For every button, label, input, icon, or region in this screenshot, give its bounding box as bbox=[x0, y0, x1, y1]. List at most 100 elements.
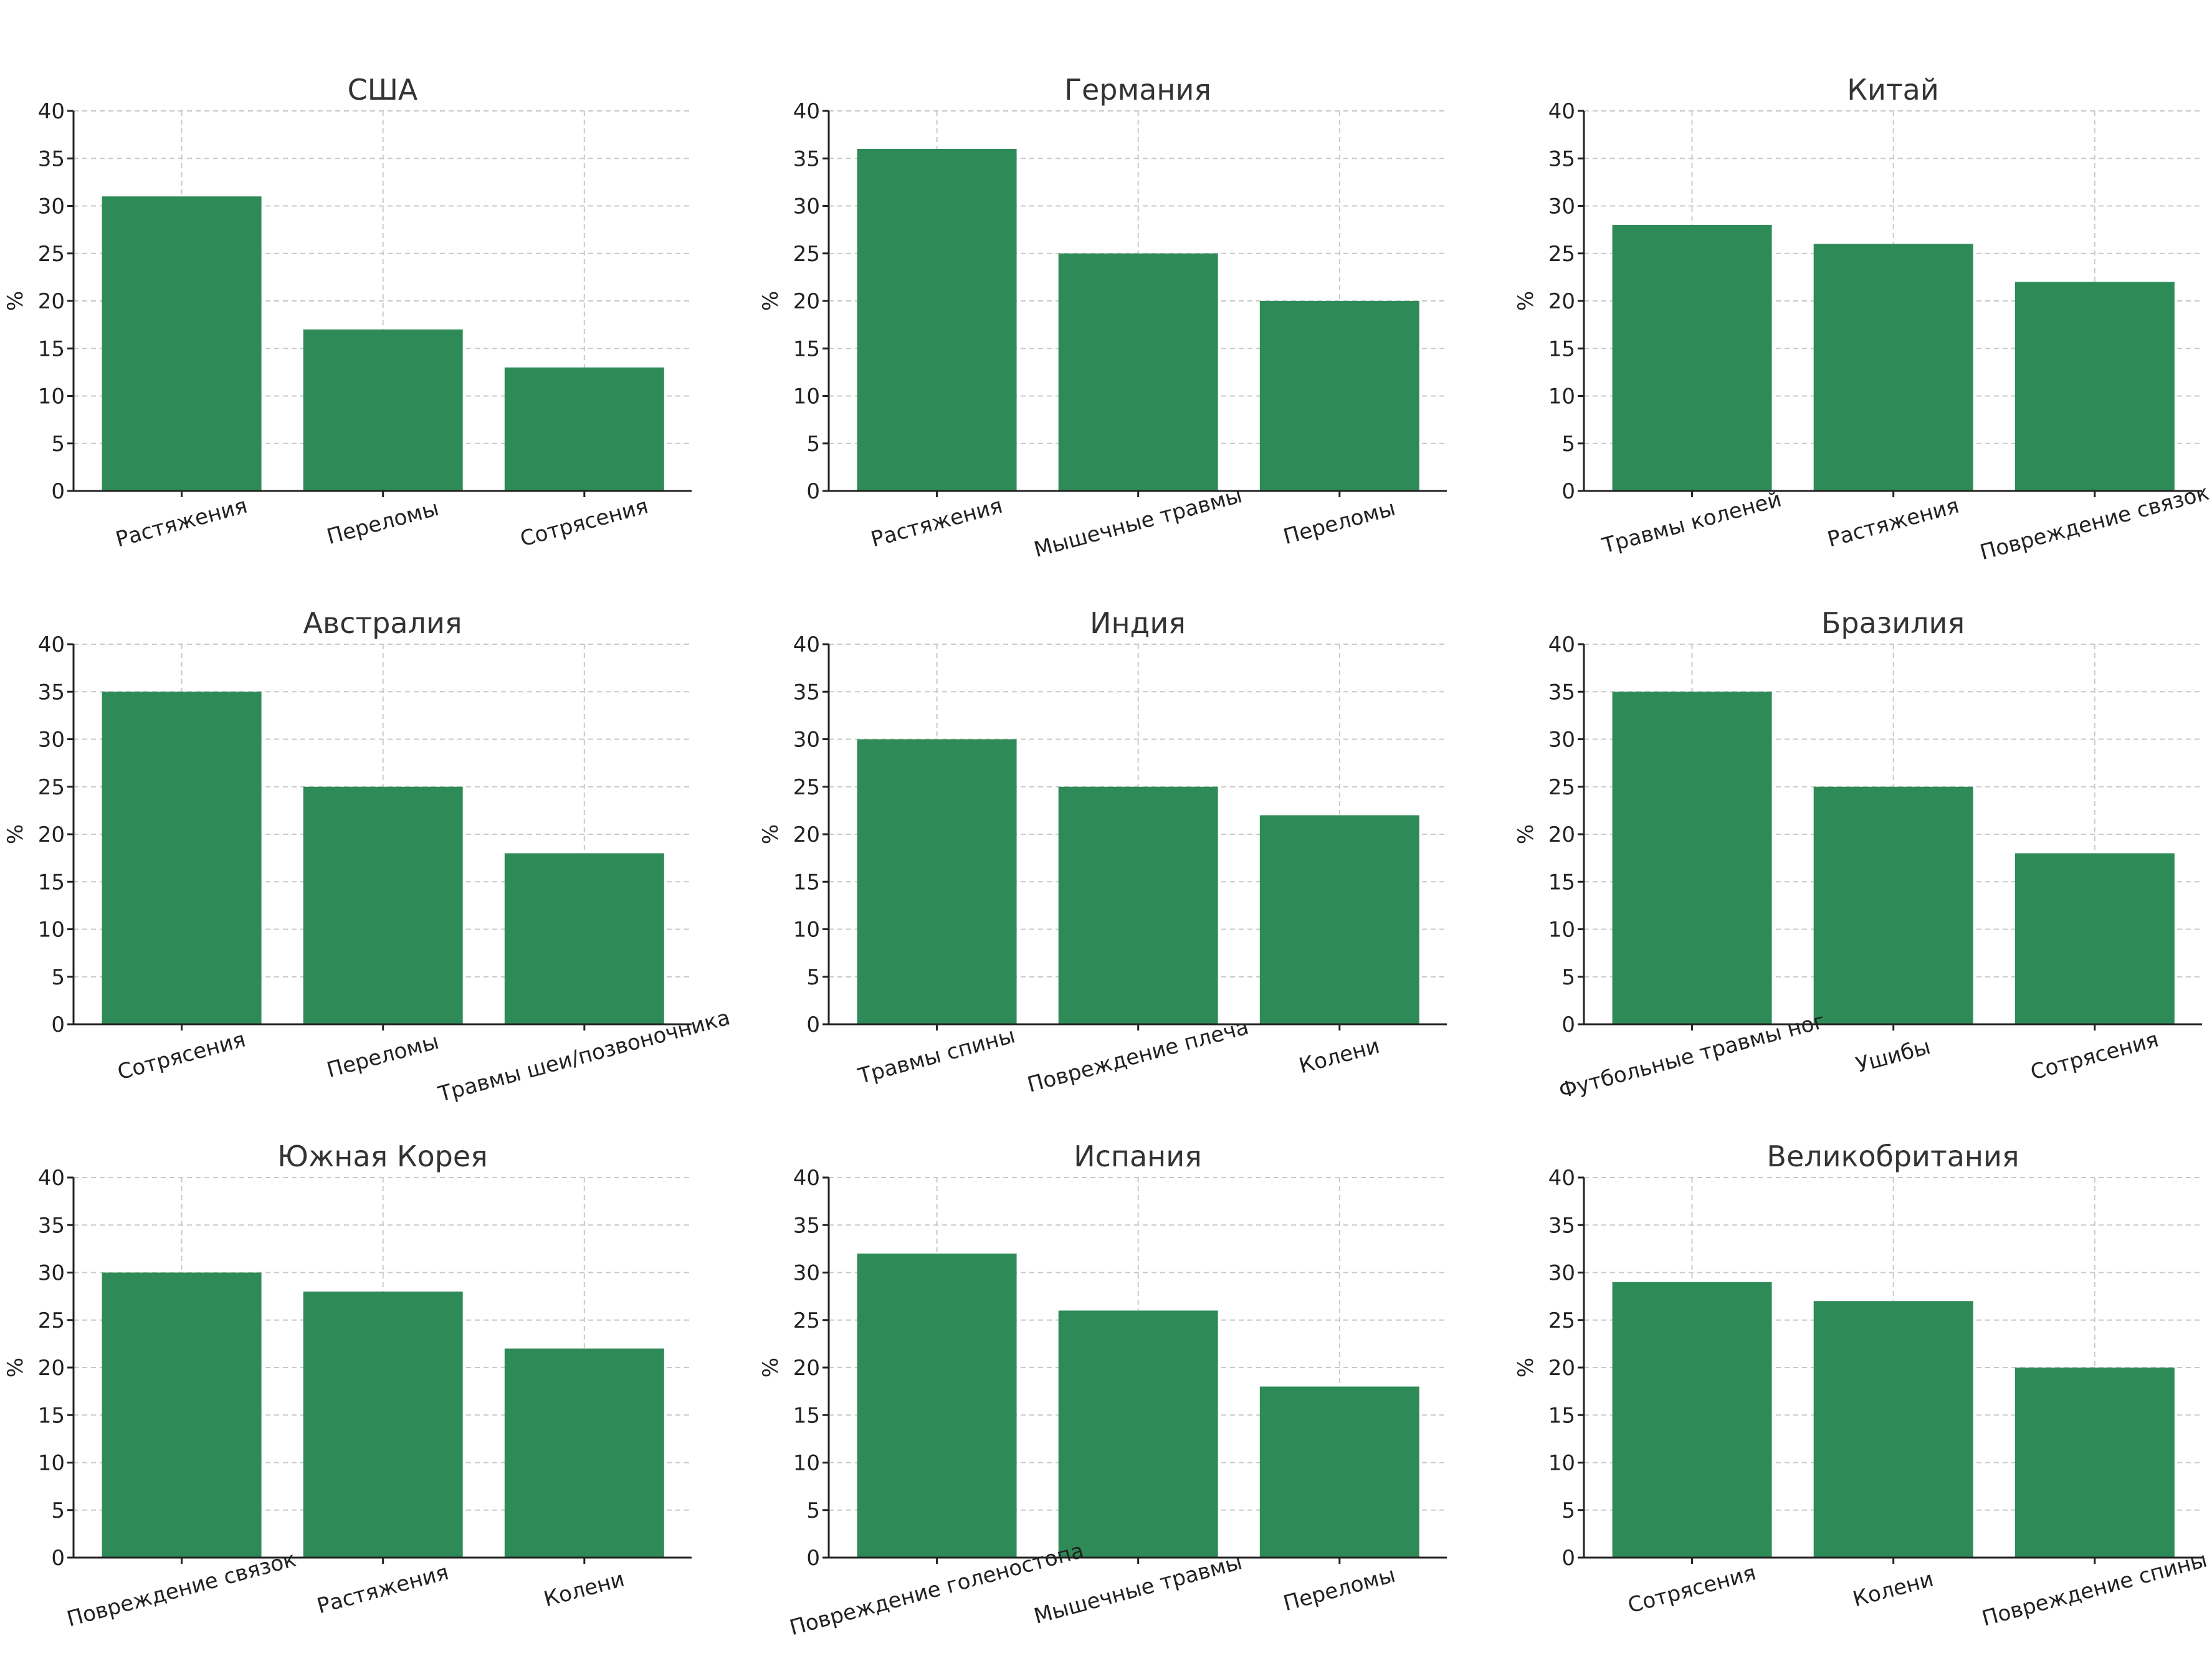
y-tick-label: 40 bbox=[793, 632, 820, 657]
x-tick-label: Переломы bbox=[1281, 1563, 1398, 1616]
y-tick-label: 25 bbox=[1548, 1308, 1575, 1333]
y-tick-label: 25 bbox=[38, 775, 65, 800]
y-tick-label: 10 bbox=[793, 384, 820, 409]
y-tick-label: 5 bbox=[51, 1498, 65, 1523]
x-tick-label: Сотрясения bbox=[2028, 1027, 2162, 1085]
y-tick-label: 35 bbox=[38, 680, 65, 705]
y-tick-label: 0 bbox=[1561, 479, 1575, 504]
y-axis-label: % bbox=[758, 1358, 783, 1378]
y-tick-label: 35 bbox=[793, 680, 820, 705]
y-tick-label: 30 bbox=[793, 1261, 820, 1286]
y-tick-label: 5 bbox=[1561, 432, 1575, 457]
y-axis-label: % bbox=[1514, 1358, 1538, 1378]
bar bbox=[2014, 282, 2175, 491]
y-tick-label: 35 bbox=[1548, 146, 1575, 171]
bar bbox=[2014, 1368, 2175, 1558]
y-tick-label: 25 bbox=[1548, 775, 1575, 800]
y-tick-label: 25 bbox=[793, 242, 820, 267]
y-tick-label: 20 bbox=[793, 289, 820, 314]
y-tick-label: 0 bbox=[806, 1012, 820, 1037]
bar bbox=[1612, 692, 1772, 1024]
y-axis-label: % bbox=[1514, 291, 1538, 311]
y-tick-label: 10 bbox=[38, 1451, 65, 1476]
bar bbox=[857, 149, 1017, 491]
bar bbox=[1612, 1282, 1772, 1558]
y-tick-label: 20 bbox=[1548, 822, 1575, 847]
y-tick-label: 15 bbox=[38, 336, 65, 361]
y-tick-label: 15 bbox=[38, 1403, 65, 1428]
x-tick-label: Сотрясения bbox=[1625, 1560, 1758, 1618]
y-axis-label: % bbox=[3, 1358, 28, 1378]
y-axis-label: % bbox=[1514, 824, 1538, 844]
y-tick-label: 0 bbox=[806, 479, 820, 504]
y-tick-label: 35 bbox=[1548, 680, 1575, 705]
y-tick-label: 40 bbox=[1548, 99, 1575, 124]
y-tick-label: 15 bbox=[793, 1403, 820, 1428]
x-tick-label: Ушибы bbox=[1853, 1034, 1933, 1078]
y-tick-label: 30 bbox=[38, 1261, 65, 1286]
y-tick-label: 15 bbox=[1548, 1403, 1575, 1428]
y-tick-label: 0 bbox=[1561, 1546, 1575, 1571]
x-tick-label: Растяжения bbox=[1825, 493, 1962, 553]
chart-title: Австралия bbox=[303, 606, 462, 640]
chart-title: Испания bbox=[1074, 1140, 1202, 1173]
y-tick-label: 40 bbox=[793, 99, 820, 124]
x-tick-label: Растяжения bbox=[113, 493, 250, 553]
y-tick-label: 20 bbox=[1548, 289, 1575, 314]
y-tick-label: 30 bbox=[1548, 728, 1575, 753]
bar bbox=[1259, 301, 1419, 491]
y-tick-label: 40 bbox=[793, 1166, 820, 1191]
y-tick-label: 20 bbox=[793, 1356, 820, 1381]
chart-panel: 0 5 10 15 20 25 30 35 40 Растяжения Переломы Сотряс… bbox=[3, 73, 692, 552]
bar bbox=[1058, 1310, 1218, 1558]
y-tick-label: 35 bbox=[38, 146, 65, 171]
y-axis-label: % bbox=[758, 824, 783, 844]
y-tick-label: 10 bbox=[38, 918, 65, 943]
y-tick-label: 10 bbox=[1548, 918, 1575, 943]
x-tick-label: Растяжения bbox=[869, 493, 1006, 553]
y-tick-label: 25 bbox=[1548, 242, 1575, 267]
y-tick-label: 30 bbox=[1548, 1261, 1575, 1286]
y-tick-label: 15 bbox=[793, 870, 820, 895]
x-tick-label: Сотрясения bbox=[518, 493, 651, 551]
x-tick-label: Колени bbox=[541, 1567, 627, 1612]
y-tick-label: 0 bbox=[51, 1012, 65, 1037]
x-tick-label: Травмы спины bbox=[855, 1023, 1018, 1089]
y-tick-label: 15 bbox=[793, 336, 820, 361]
y-tick-label: 35 bbox=[793, 146, 820, 171]
y-tick-label: 20 bbox=[38, 1356, 65, 1381]
y-tick-label: 5 bbox=[1561, 1498, 1575, 1523]
y-tick-label: 5 bbox=[806, 965, 820, 990]
y-tick-label: 0 bbox=[1561, 1012, 1575, 1037]
y-tick-label: 5 bbox=[51, 965, 65, 990]
y-tick-label: 5 bbox=[806, 432, 820, 457]
y-tick-label: 40 bbox=[38, 632, 65, 657]
y-tick-label: 5 bbox=[806, 1498, 820, 1523]
y-tick-label: 30 bbox=[793, 728, 820, 753]
bar bbox=[504, 1348, 664, 1558]
y-tick-label: 15 bbox=[1548, 336, 1575, 361]
y-tick-label: 0 bbox=[51, 1546, 65, 1571]
bar bbox=[504, 853, 664, 1024]
y-tick-label: 10 bbox=[1548, 1451, 1575, 1476]
y-tick-label: 5 bbox=[51, 432, 65, 457]
y-tick-label: 30 bbox=[793, 194, 820, 219]
bar bbox=[857, 739, 1017, 1024]
bar bbox=[1058, 786, 1218, 1024]
y-tick-label: 30 bbox=[1548, 194, 1575, 219]
chart-title: Бразилия bbox=[1821, 606, 1965, 640]
chart-title: Индия bbox=[1090, 606, 1186, 640]
bar bbox=[1813, 244, 1973, 491]
y-tick-label: 25 bbox=[38, 1308, 65, 1333]
y-tick-label: 15 bbox=[38, 870, 65, 895]
y-tick-label: 20 bbox=[793, 822, 820, 847]
y-tick-label: 35 bbox=[1548, 1213, 1575, 1238]
bar bbox=[2014, 853, 2175, 1024]
y-tick-label: 35 bbox=[793, 1213, 820, 1238]
y-tick-label: 10 bbox=[1548, 384, 1575, 409]
bar bbox=[857, 1254, 1017, 1558]
chart-title: Германия bbox=[1064, 73, 1211, 107]
